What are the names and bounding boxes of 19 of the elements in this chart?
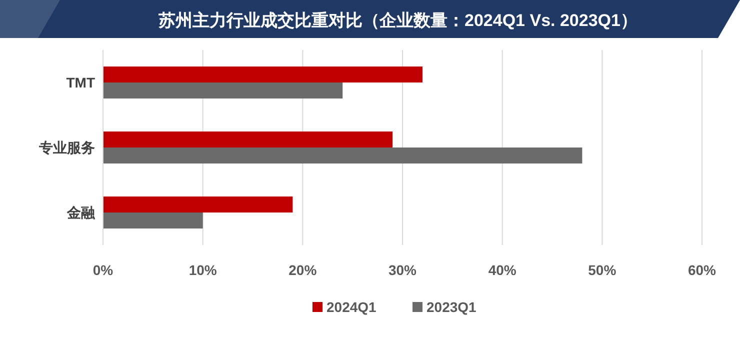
y-tick-label: TMT xyxy=(66,74,96,90)
x-tick-label: 20% xyxy=(288,262,318,278)
y-tick-label: 金融 xyxy=(66,204,96,220)
x-tick-label: 50% xyxy=(588,262,617,278)
chart-title: 苏州主力行业成交比重对比（企业数量：2024Q1 Vs. 2023Q1） xyxy=(158,11,638,30)
legend-label: 2023Q1 xyxy=(426,299,477,315)
x-tick-label: 30% xyxy=(388,262,418,278)
legend-label: 2024Q1 xyxy=(326,299,377,315)
bar xyxy=(103,82,343,98)
x-tick-label: 0% xyxy=(92,262,114,278)
bar xyxy=(103,196,293,212)
x-tick-label: 40% xyxy=(488,262,517,278)
x-tick-label: 60% xyxy=(688,262,717,278)
x-tick-label: 10% xyxy=(188,262,218,278)
bar xyxy=(103,148,582,164)
bar xyxy=(103,66,422,82)
y-tick-label: 专业服务 xyxy=(38,140,95,156)
bar xyxy=(103,132,393,148)
bar xyxy=(103,212,203,228)
